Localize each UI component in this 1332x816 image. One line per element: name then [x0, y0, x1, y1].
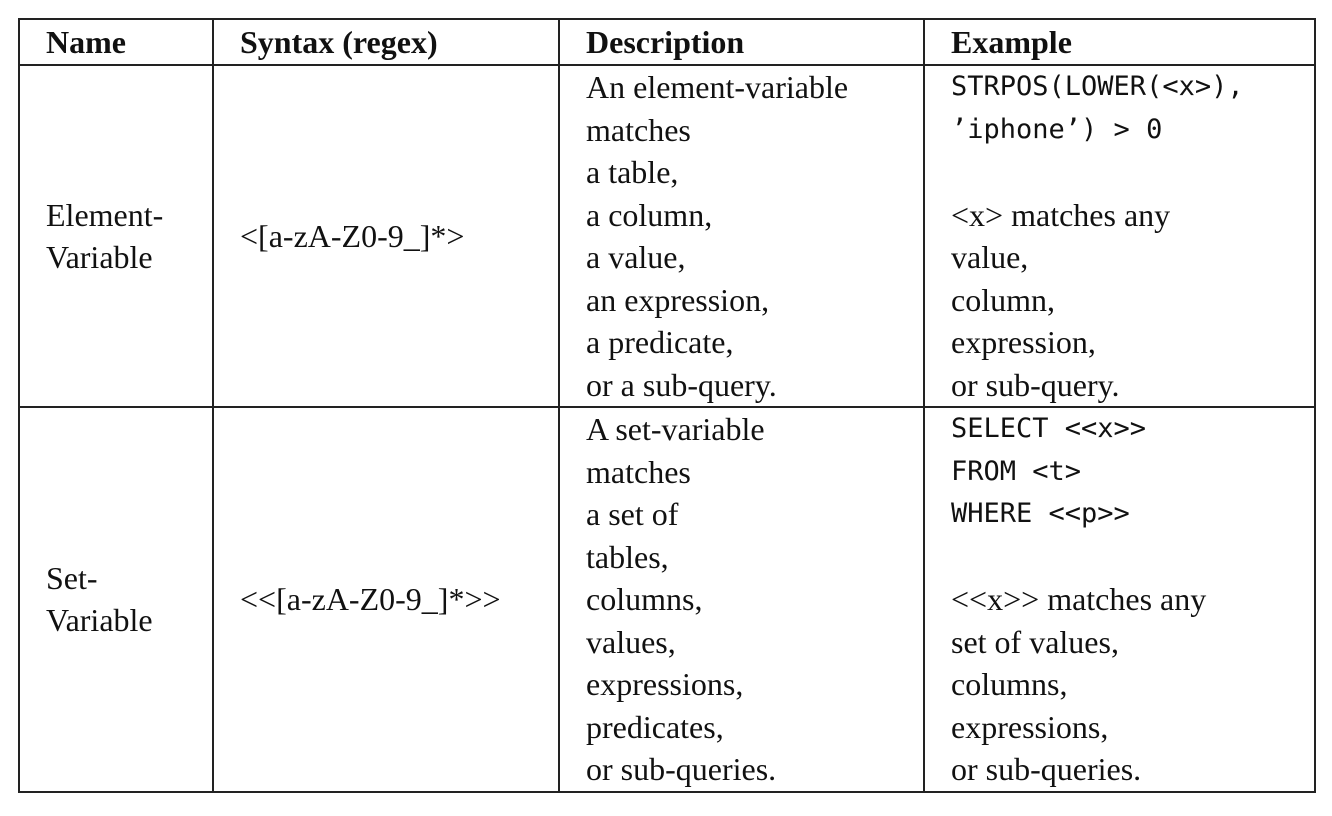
description-line: or sub-queries. [586, 751, 777, 787]
description-line: tables, [586, 538, 669, 575]
description-line: matches [586, 111, 691, 148]
row-example-cell: STRPOS(LOWER(<x>), ’iphone’) > 0 <x> mat… [923, 64, 1316, 408]
example-code-line: SELECT <<x>> [951, 413, 1147, 444]
example-code-line: ’iphone’) > 0 [951, 113, 1163, 145]
row-description-cell: A set-variable matches a set of tables, … [558, 406, 925, 793]
row-description-cell: An element-variable matches a table, a c… [558, 64, 925, 408]
description-line: a set of [586, 496, 679, 532]
table-container: Name Syntax (regex) Description Example … [18, 18, 1316, 793]
row-example-cell: SELECT <<x>> FROM <t> WHERE <<p>> <<x>> … [923, 406, 1316, 793]
example-spacer [951, 151, 1288, 194]
example-text-line: or sub-queries. [951, 751, 1142, 787]
table-header: Name Syntax (regex) Description Example [18, 18, 1316, 66]
header-syntax: Syntax (regex) [212, 18, 560, 66]
table-row: Set- Variable <<[a-zA-Z0-9_]*>> A set-va… [18, 406, 1316, 793]
example-text-line: set of values, [951, 623, 1119, 660]
example-code-line: WHERE <<p>> [951, 498, 1130, 529]
example-text-line: <x> matches any [951, 196, 1171, 233]
header-name: Name [18, 18, 214, 66]
example-code-line: STRPOS(LOWER(<x>), [951, 71, 1244, 102]
variable-syntax-table: Name Syntax (regex) Description Example … [18, 18, 1316, 793]
header-example: Example [923, 18, 1316, 66]
description-line: a column, [586, 196, 713, 233]
header-row: Name Syntax (regex) Description Example [18, 18, 1316, 66]
description-line: matches [586, 453, 691, 490]
description-line: An element-variable [586, 69, 849, 105]
description-line: values, [586, 623, 676, 660]
description-line: A set-variable [586, 411, 765, 447]
example-text-line: value, [951, 239, 1029, 275]
description-line: or a sub-query. [586, 366, 777, 403]
row-syntax-cell: <<[a-zA-Z0-9_]*>> [212, 406, 560, 793]
description-line: expressions, [586, 666, 744, 702]
description-line: columns, [586, 581, 703, 617]
example-text-line: expressions, [951, 708, 1109, 745]
example-text-line: column, [951, 281, 1055, 318]
example-text-line: expression, [951, 324, 1096, 360]
description-line: a table, [586, 154, 679, 190]
table-body: Element- Variable <[a-zA-Z0-9_]*> An ele… [18, 64, 1316, 793]
example-spacer [951, 536, 1288, 579]
name-line: Variable [46, 602, 153, 639]
example-text-line: <<x>> matches any [951, 581, 1207, 617]
table-row: Element- Variable <[a-zA-Z0-9_]*> An ele… [18, 64, 1316, 408]
name-line: Element- [46, 196, 164, 233]
row-syntax-cell: <[a-zA-Z0-9_]*> [212, 64, 560, 408]
description-line: predicates, [586, 708, 724, 745]
description-line: an expression, [586, 281, 770, 318]
example-text-line: columns, [951, 666, 1068, 702]
description-line: a predicate, [586, 324, 734, 360]
example-text-line: or sub-query. [951, 366, 1120, 403]
name-line: Variable [46, 239, 153, 275]
example-code-line: FROM <t> [951, 455, 1082, 487]
header-description: Description [558, 18, 925, 66]
row-name-cell: Element- Variable [18, 64, 214, 408]
row-name-cell: Set- Variable [18, 406, 214, 793]
description-line: a value, [586, 239, 686, 275]
name-line: Set- [46, 559, 98, 596]
